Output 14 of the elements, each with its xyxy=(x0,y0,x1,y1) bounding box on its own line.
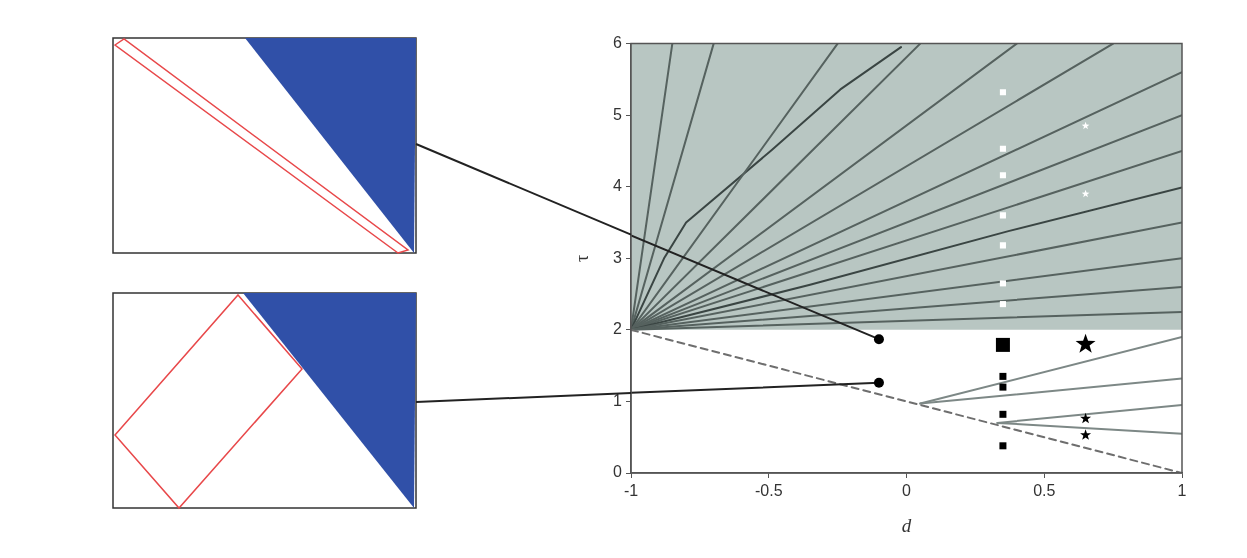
x-tick-label: 0 xyxy=(902,482,912,500)
x-tick-label: -0.5 xyxy=(754,482,783,500)
y-tick-label: 3 xyxy=(613,248,623,266)
y-axis-title: τ xyxy=(571,254,592,262)
x-tick-label: 0.5 xyxy=(1033,482,1056,500)
y-tick-label: 6 xyxy=(613,34,623,52)
x-tick-label: -1 xyxy=(623,482,639,500)
x-tick-label: 1 xyxy=(1177,482,1187,500)
y-tick-label: 5 xyxy=(613,105,623,123)
y-tick-label: 0 xyxy=(613,463,623,481)
y-tick-label: 2 xyxy=(613,320,623,338)
y-tick-label: 1 xyxy=(613,391,623,409)
x-axis-title: d xyxy=(901,514,912,536)
y-tick-label: 4 xyxy=(613,177,623,195)
